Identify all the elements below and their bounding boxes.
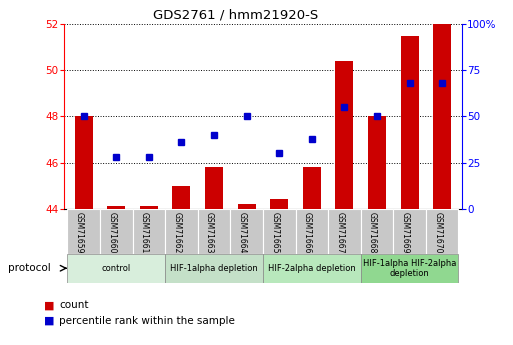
Text: GSM71661: GSM71661 <box>140 212 149 254</box>
Text: ■: ■ <box>44 300 54 310</box>
Text: HIF-1alpha depletion: HIF-1alpha depletion <box>170 264 258 273</box>
Text: protocol: protocol <box>8 264 50 273</box>
Bar <box>165 209 198 254</box>
Bar <box>361 209 393 254</box>
Bar <box>295 209 328 254</box>
Bar <box>230 209 263 254</box>
Bar <box>393 209 426 254</box>
Bar <box>107 206 125 209</box>
Text: GSM71667: GSM71667 <box>336 212 344 254</box>
Text: GSM71663: GSM71663 <box>205 212 214 254</box>
Bar <box>165 254 263 283</box>
Bar <box>361 254 459 283</box>
Bar <box>172 186 190 209</box>
Text: GSM71662: GSM71662 <box>172 212 182 254</box>
Bar <box>140 206 158 209</box>
Text: GSM71668: GSM71668 <box>368 212 377 254</box>
Text: control: control <box>102 264 131 273</box>
Text: GSM71660: GSM71660 <box>107 212 116 254</box>
Text: GDS2761 / hmm21920-S: GDS2761 / hmm21920-S <box>153 9 319 22</box>
Bar <box>198 209 230 254</box>
Text: GSM71664: GSM71664 <box>238 212 247 254</box>
Text: GSM71669: GSM71669 <box>401 212 409 254</box>
Text: percentile rank within the sample: percentile rank within the sample <box>59 316 235 326</box>
Bar <box>263 254 361 283</box>
Bar <box>426 209 459 254</box>
Bar <box>132 209 165 254</box>
Bar <box>263 209 295 254</box>
Text: GSM71670: GSM71670 <box>433 212 442 254</box>
Text: HIF-2alpha depletion: HIF-2alpha depletion <box>268 264 356 273</box>
Bar <box>238 204 255 209</box>
Bar <box>336 61 353 209</box>
Text: GSM71665: GSM71665 <box>270 212 279 254</box>
Text: GSM71659: GSM71659 <box>75 212 84 254</box>
Bar <box>368 117 386 209</box>
Bar <box>67 254 165 283</box>
Text: ■: ■ <box>44 316 54 326</box>
Bar <box>75 117 93 209</box>
Text: count: count <box>59 300 89 310</box>
Bar <box>401 36 419 209</box>
Bar <box>270 199 288 209</box>
Text: HIF-1alpha HIF-2alpha
depletion: HIF-1alpha HIF-2alpha depletion <box>363 258 456 278</box>
Bar <box>303 167 321 209</box>
Bar <box>67 209 100 254</box>
Bar <box>433 24 451 209</box>
Text: GSM71666: GSM71666 <box>303 212 312 254</box>
Bar <box>328 209 361 254</box>
Bar <box>100 209 132 254</box>
Bar <box>205 167 223 209</box>
